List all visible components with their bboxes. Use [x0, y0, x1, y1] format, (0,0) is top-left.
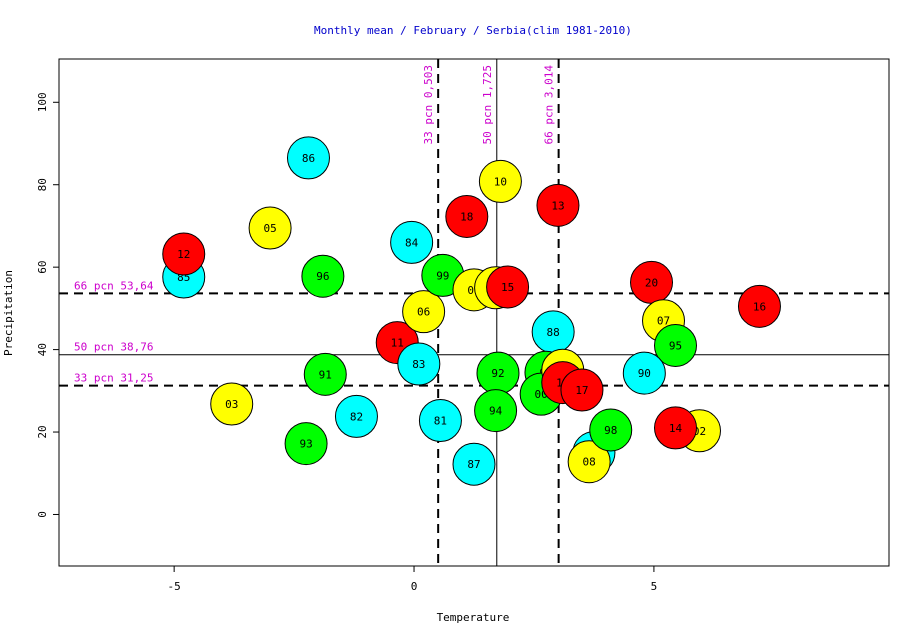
data-point-label: 98	[604, 424, 617, 437]
data-point	[567, 440, 611, 484]
vertical-line-label: 66 pcn 3,014	[543, 65, 556, 145]
data-point-label: 08	[583, 456, 596, 469]
data-point-label: 15	[501, 281, 514, 294]
data-point-label: 16	[753, 300, 766, 313]
x-tick-label: -5	[168, 580, 181, 593]
data-point-label: 99	[436, 269, 449, 282]
x-axis: -5 0 5	[168, 566, 658, 593]
plot-frame	[58, 58, 890, 567]
data-point	[478, 159, 522, 203]
data-point-label: 83	[412, 358, 425, 371]
data-point-label: 87	[467, 458, 480, 471]
data-point	[286, 136, 330, 180]
data-point-label: 96	[316, 270, 329, 283]
data-point-label: 06	[417, 306, 430, 319]
data-point	[248, 206, 292, 250]
data-point-label: 88	[547, 326, 560, 339]
data-point	[589, 408, 633, 452]
horizontal-line-label: 66 pcn 53,64	[74, 279, 154, 292]
vertical-line-label: 33 pcn 0,503	[422, 65, 435, 144]
chart-title: Monthly mean / February / Serbia(clim 19…	[314, 24, 632, 37]
data-point-label: 90	[638, 367, 651, 380]
data-point-label: 18	[460, 210, 473, 223]
data-point-label: 17	[575, 384, 588, 397]
data-point	[654, 323, 698, 367]
horizontal-line-label: 33 pcn 31,25	[74, 372, 153, 385]
data-point-label: 11	[391, 337, 404, 350]
data-point	[301, 254, 345, 298]
data-point	[536, 183, 580, 227]
y-tick-label: 60	[36, 261, 49, 274]
data-point-label: 07	[657, 315, 670, 328]
y-axis: 0 20 40 60 80 100	[36, 92, 59, 518]
horizontal-line-label: 50 pcn 38,76	[74, 341, 153, 354]
data-point-label: 14	[669, 422, 683, 435]
data-point-label: 93	[299, 438, 312, 451]
data-point-label: 12	[177, 248, 190, 261]
data-point-label: 95	[669, 339, 682, 352]
data-point	[162, 232, 206, 276]
y-axis-label: Precipitation	[2, 270, 15, 356]
data-point	[303, 352, 347, 396]
data-point-label: 20	[645, 276, 658, 289]
data-point	[284, 422, 328, 466]
y-tick-label: 40	[36, 343, 49, 356]
data-point	[654, 406, 698, 450]
data-point	[402, 290, 446, 334]
data-point	[418, 398, 462, 442]
data-point-label: 81	[434, 414, 447, 427]
data-point	[474, 389, 518, 433]
vertical-line-label: 50 pcn 1,725	[481, 65, 494, 144]
data-point-label: 91	[319, 368, 332, 381]
y-tick-label: 0	[36, 511, 49, 518]
data-point-label: 92	[491, 367, 504, 380]
data-point-label: 05	[263, 222, 276, 235]
data-point-label: 03	[225, 398, 238, 411]
data-point	[622, 351, 666, 395]
data-point	[397, 342, 441, 386]
data-point	[334, 394, 378, 438]
data-point-label: 86	[302, 152, 315, 165]
data-point	[390, 220, 434, 264]
data-point	[486, 265, 530, 309]
x-tick-label: 0	[411, 580, 418, 593]
data-point	[560, 368, 604, 412]
data-point-label: 94	[489, 405, 503, 418]
x-tick-label: 5	[651, 580, 658, 593]
data-point	[210, 382, 254, 426]
x-axis-label: Temperature	[437, 611, 510, 624]
y-tick-label: 80	[36, 178, 49, 191]
y-tick-label: 100	[36, 92, 49, 112]
data-point-label: 82	[350, 410, 363, 423]
data-point	[452, 442, 496, 486]
data-point	[737, 284, 781, 328]
data-point-label: 13	[551, 199, 564, 212]
data-point-label: 10	[494, 175, 507, 188]
data-point	[445, 194, 489, 238]
data-point-label: 84	[405, 236, 419, 249]
y-tick-label: 20	[36, 425, 49, 438]
